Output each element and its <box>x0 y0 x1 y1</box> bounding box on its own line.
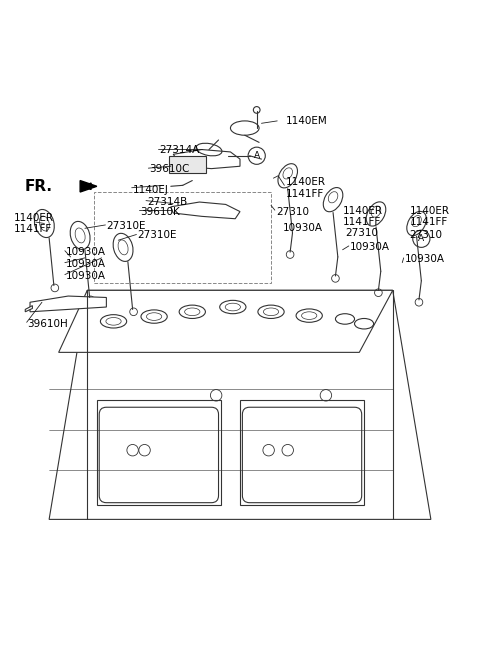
FancyBboxPatch shape <box>240 400 364 505</box>
Text: 10930A: 10930A <box>350 242 390 252</box>
Text: 1140ER
1141FF: 1140ER 1141FF <box>343 206 383 227</box>
Text: 27314A: 27314A <box>159 145 199 154</box>
Text: 1140ER
1141FF: 1140ER 1141FF <box>285 177 325 198</box>
Text: 1140EJ: 1140EJ <box>132 185 168 195</box>
Polygon shape <box>59 290 393 352</box>
Text: A: A <box>418 235 424 243</box>
Polygon shape <box>25 306 33 312</box>
Text: 27310: 27310 <box>276 206 309 217</box>
Polygon shape <box>173 150 240 169</box>
Text: 1140ER
1141FF: 1140ER 1141FF <box>409 206 449 227</box>
Text: 27310: 27310 <box>345 228 378 238</box>
Text: 27314B: 27314B <box>147 197 187 207</box>
Text: 10930A: 10930A <box>66 259 106 269</box>
Text: FR.: FR. <box>24 179 52 194</box>
FancyBboxPatch shape <box>97 400 221 505</box>
Text: 10930A: 10930A <box>66 271 106 281</box>
Text: 10930A: 10930A <box>283 223 323 233</box>
Text: 39610C: 39610C <box>149 164 190 173</box>
Text: A: A <box>253 151 260 160</box>
Polygon shape <box>30 296 107 312</box>
Text: 39610K: 39610K <box>140 206 180 217</box>
Text: 1140ER
1141FF: 1140ER 1141FF <box>13 213 53 235</box>
Polygon shape <box>171 202 240 219</box>
Text: 27310E: 27310E <box>137 231 177 240</box>
Text: 10930A: 10930A <box>66 247 106 257</box>
FancyBboxPatch shape <box>169 156 205 173</box>
Polygon shape <box>80 181 97 192</box>
Text: 1140EM: 1140EM <box>285 116 327 126</box>
Polygon shape <box>49 290 431 520</box>
Text: 27310E: 27310E <box>107 221 146 231</box>
Text: 27310: 27310 <box>409 231 443 240</box>
Text: 10930A: 10930A <box>405 254 444 264</box>
Text: 39610H: 39610H <box>28 319 68 328</box>
